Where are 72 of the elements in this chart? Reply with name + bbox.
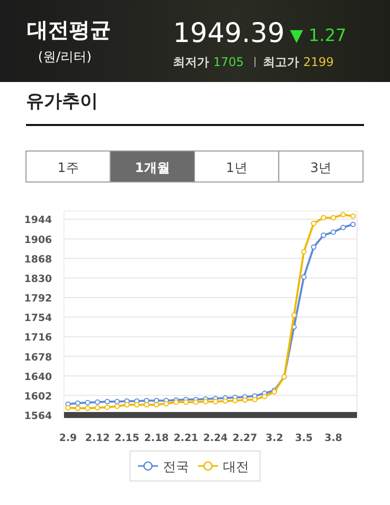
point [252, 396, 258, 402]
point [114, 404, 120, 409]
point [154, 402, 160, 408]
point [65, 405, 71, 410]
text: 1개월 [134, 161, 170, 176]
x-tick-label: 2.24 [203, 433, 228, 444]
text: 최저가 1705 [173, 55, 244, 69]
x-tick-label: 2.18 [144, 433, 169, 444]
text: 1년 [226, 161, 248, 176]
y-tick-label: 1754 [24, 313, 52, 324]
x-tick-label: 2.12 [85, 433, 110, 444]
point [320, 214, 326, 220]
point [104, 404, 110, 410]
point [212, 398, 218, 404]
point [242, 397, 248, 403]
point [75, 406, 81, 412]
point [301, 274, 307, 280]
point [193, 399, 198, 405]
y-tick-label: 1716 [24, 332, 52, 344]
point [84, 400, 90, 406]
point [144, 402, 150, 408]
text: 대전평균 [27, 18, 111, 42]
x-tick-label: 3.2 [266, 433, 284, 444]
point [330, 229, 336, 235]
point [124, 402, 130, 408]
x-tick-label: 2.15 [114, 433, 140, 444]
point [94, 399, 100, 405]
point [232, 398, 238, 404]
text: 1949.39 [173, 18, 285, 49]
point [104, 398, 110, 404]
text: ▼ 1.27 [290, 26, 346, 46]
point [340, 212, 346, 218]
y-tick-label: 1868 [24, 254, 52, 266]
point [310, 220, 316, 226]
y-tick-label: 1792 [24, 294, 52, 305]
point [94, 405, 100, 410]
point [164, 400, 169, 406]
point [134, 402, 140, 408]
point [301, 248, 307, 254]
y-tick-label: 1830 [24, 274, 52, 285]
text: 최고가 2199 [263, 55, 334, 69]
point [350, 213, 356, 219]
point [114, 398, 120, 404]
y-tick-label: 1678 [24, 352, 52, 364]
x-tick-label: 2.21 [174, 433, 198, 444]
text: 3년 [310, 161, 332, 176]
text: 1주 [57, 161, 79, 176]
x-tick-label: 2.27 [232, 433, 258, 444]
point [84, 406, 90, 412]
point [262, 394, 268, 400]
point [330, 214, 336, 220]
x-tick-label: 3.8 [324, 433, 342, 444]
point [291, 312, 297, 318]
x-tick-label: 3.5 [295, 433, 313, 444]
y-tick-label: 1564 [24, 411, 52, 422]
text: (원/리터) [38, 50, 92, 65]
point [350, 222, 356, 228]
x-tick-label: 2.9 [59, 433, 77, 444]
point [222, 398, 228, 404]
legend-label: 전국 [163, 460, 189, 475]
legend-label: 대전 [223, 460, 249, 475]
y-tick-label: 1602 [24, 391, 52, 402]
point [202, 398, 208, 404]
y-tick-label: 1640 [24, 372, 52, 383]
point [340, 224, 346, 230]
y-tick-label: 1944 [24, 215, 52, 226]
point [320, 232, 326, 238]
point [310, 244, 316, 250]
y-tick-label: 1906 [24, 234, 52, 246]
chart-title: 유가추이 [26, 91, 98, 112]
point [75, 400, 81, 406]
point [183, 399, 189, 405]
